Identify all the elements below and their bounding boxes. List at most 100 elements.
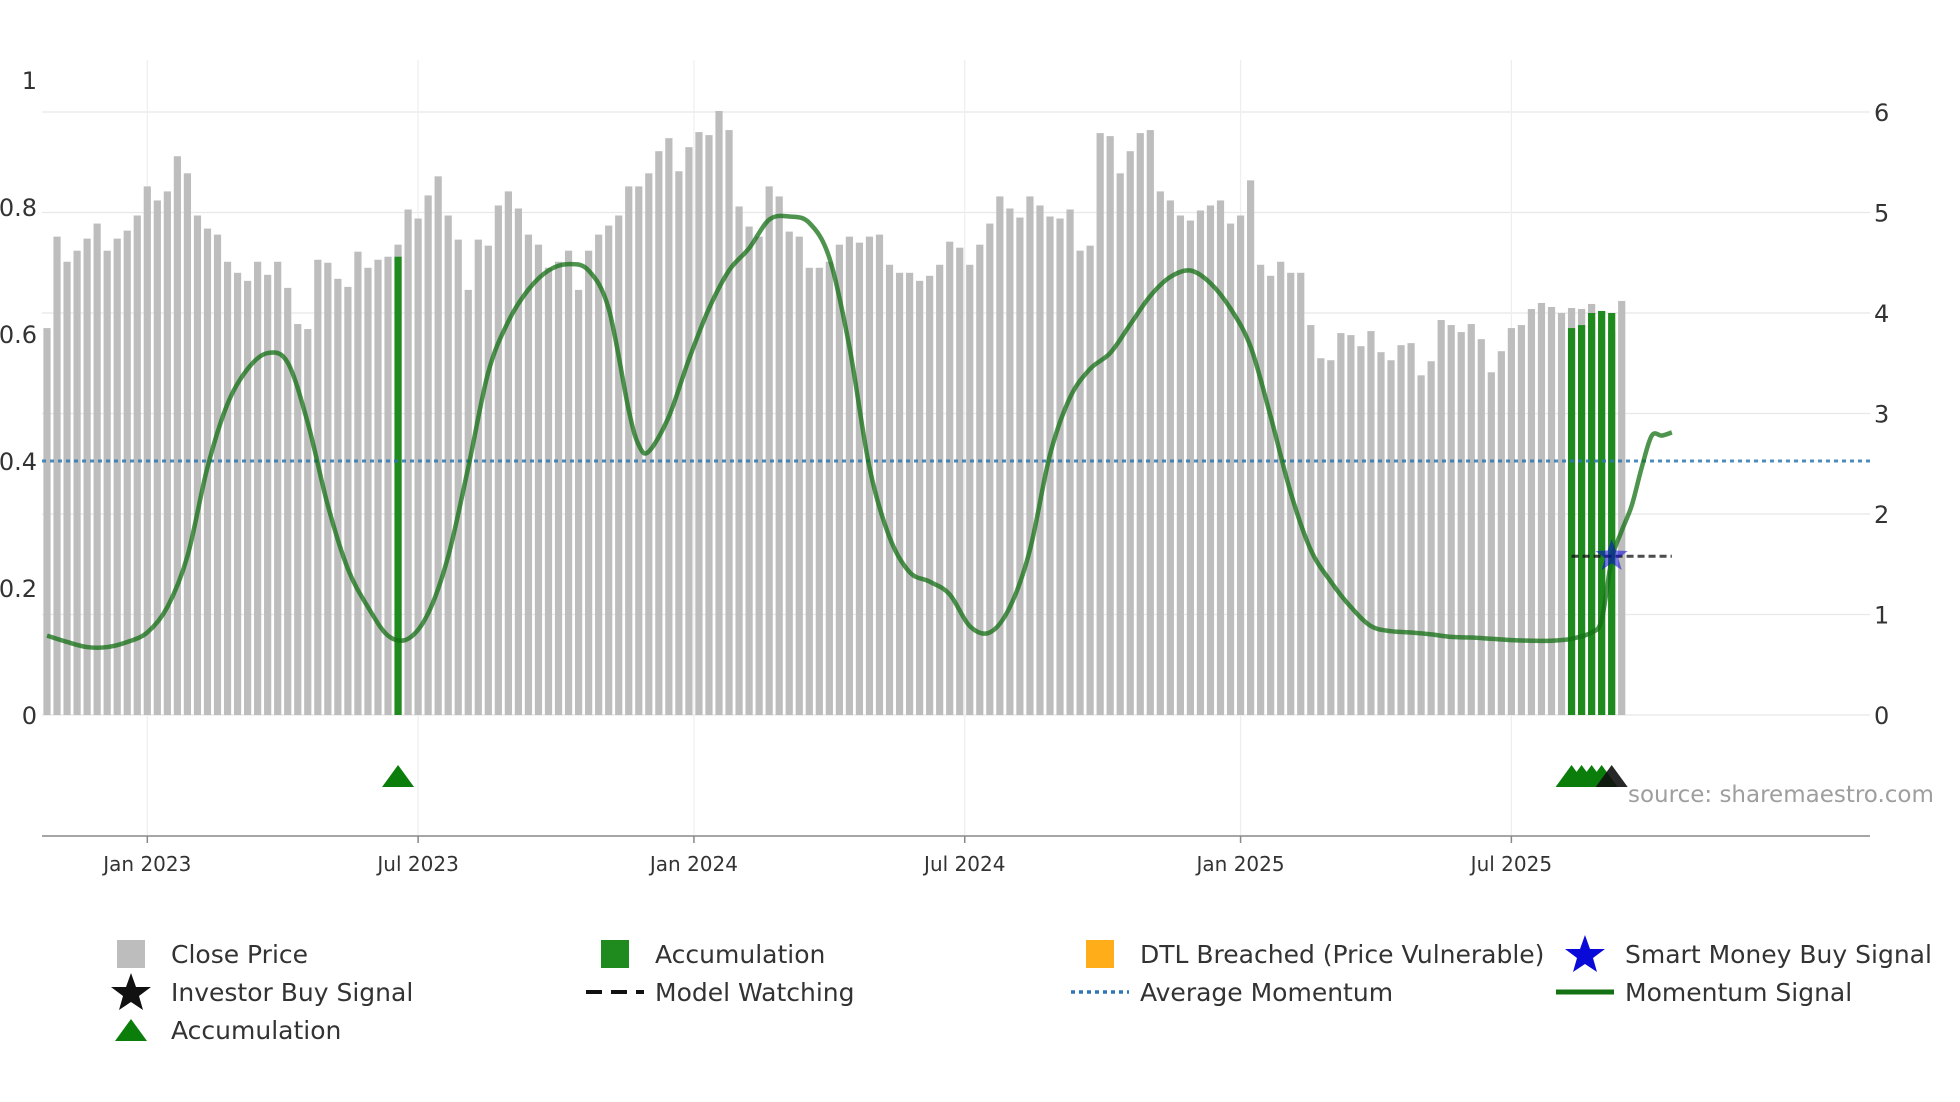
right-axis-tick-label: 4 [1874, 300, 1889, 328]
close-price-bar [344, 286, 352, 715]
close-price-bar [635, 186, 643, 715]
close-price-bar [685, 147, 693, 716]
close-price-bar [1507, 328, 1515, 715]
close-price-bar [745, 226, 753, 715]
right-axis-tick-label: 1 [1874, 602, 1889, 630]
close-price-bar [1166, 200, 1174, 715]
accumulation-bar [1608, 313, 1616, 715]
x-axis-tick-label: Jul 2025 [1469, 852, 1552, 876]
close-price-bar [334, 278, 342, 715]
accumulation-bar [1588, 313, 1596, 715]
close-price-bar [1236, 215, 1245, 715]
close-price-bar [1106, 136, 1114, 715]
smart-money-buy-star [1595, 539, 1628, 570]
close-price-bar [1357, 346, 1365, 715]
left-axis-tick-label: 1 [22, 67, 37, 95]
close-price-bar [645, 173, 653, 715]
close-price-bar [1417, 375, 1425, 715]
close-price-bar [233, 272, 242, 715]
close-price-bar [855, 242, 864, 715]
close-price-bar [103, 250, 111, 715]
accumulation-bar [1577, 325, 1586, 715]
close-price-bar [1327, 360, 1335, 715]
close-price-bar [254, 261, 262, 715]
close-price-bar [274, 261, 282, 715]
close-price-bar [926, 275, 934, 715]
close-price-bar [544, 267, 553, 715]
accumulation-marker [382, 765, 415, 787]
accumulation-bar [1598, 310, 1606, 715]
source-note: source: sharemaestro.com [1628, 782, 1934, 808]
momentum-signal-path [46, 213, 1673, 650]
close-price-bar [63, 261, 71, 715]
close-price-bar [785, 231, 793, 715]
close-price-bar [1186, 220, 1195, 716]
close-price-bar [284, 287, 292, 715]
close-price-bar [1517, 325, 1526, 715]
close-price-bar [384, 256, 392, 715]
close-price-bar [314, 259, 322, 715]
close-price-bar [244, 280, 252, 715]
close-price-bar [605, 225, 613, 715]
close-price-bar [1226, 223, 1235, 715]
close-price-bar [514, 208, 523, 716]
close-price-bar [1557, 313, 1566, 715]
investor-buy-marker [1595, 765, 1628, 787]
close-price-bar [43, 328, 51, 715]
close-price-bar [1156, 191, 1164, 715]
close-price-bar [1457, 332, 1465, 715]
close-price-bar [825, 261, 833, 715]
close-price-bar [875, 234, 884, 716]
close-price-bar [936, 264, 944, 715]
close-price-bar [1176, 215, 1184, 715]
close-price-bar [1066, 209, 1074, 716]
close-price-bar [123, 230, 131, 715]
close-price-bar [1487, 372, 1495, 715]
close-price-bar [725, 130, 733, 716]
close-price-bar [815, 267, 823, 715]
close-price-bar [1277, 261, 1285, 715]
close-price-bar [1427, 361, 1435, 715]
close-price-bar [1126, 151, 1134, 715]
close-price-bar [595, 234, 603, 716]
close-price-bar [163, 191, 171, 715]
close-price-bar [1477, 339, 1485, 715]
close-price-bar [1618, 300, 1626, 715]
close-price-bar [1076, 250, 1084, 715]
close-price-bar [1377, 352, 1385, 715]
close-price-bar [213, 234, 222, 716]
close-price-bar [885, 264, 894, 715]
close-price-bar [73, 250, 81, 715]
close-price-bar [564, 250, 573, 715]
close-price-bar [434, 176, 442, 715]
left-axis-tick-label: 0.8 [0, 194, 37, 222]
close-price-bar [454, 239, 462, 715]
close-price-bar [1006, 208, 1014, 716]
close-price-bar [93, 223, 101, 715]
close-price-bar [424, 195, 432, 716]
close-price-bar [1547, 306, 1556, 715]
close-price-bar [1267, 275, 1275, 715]
close-price-bar [695, 132, 703, 716]
close-price-bar [615, 215, 623, 715]
close-price-bar [133, 215, 141, 715]
x-axis-tick-label: Jul 2023 [375, 852, 458, 876]
close-price-bar [1036, 205, 1044, 715]
accumulation-bar [394, 256, 402, 715]
axes: 0 0.2 0.4 0.6 0.8 1 0 1 2 3 4 5 6 Jan 2023 Jul 2023 Jan… [0, 67, 1889, 876]
right-axis-tick-label: 2 [1874, 501, 1889, 529]
close-price-bar [534, 244, 543, 715]
close-price-bar [1216, 200, 1225, 715]
close-price-bar [504, 191, 512, 715]
close-price-bar [835, 244, 843, 715]
close-price-bar [765, 186, 773, 715]
close-price-bar [83, 238, 91, 715]
signal-markers [382, 765, 1628, 787]
close-price-bar [364, 267, 372, 715]
close-price-bar [665, 138, 673, 715]
close-price-bar [966, 264, 974, 715]
close-price-bar [625, 186, 633, 715]
x-axis-tick-label: Jan 2023 [101, 852, 191, 876]
accumulation-bar [1567, 328, 1576, 715]
close-price-bar [304, 329, 312, 715]
